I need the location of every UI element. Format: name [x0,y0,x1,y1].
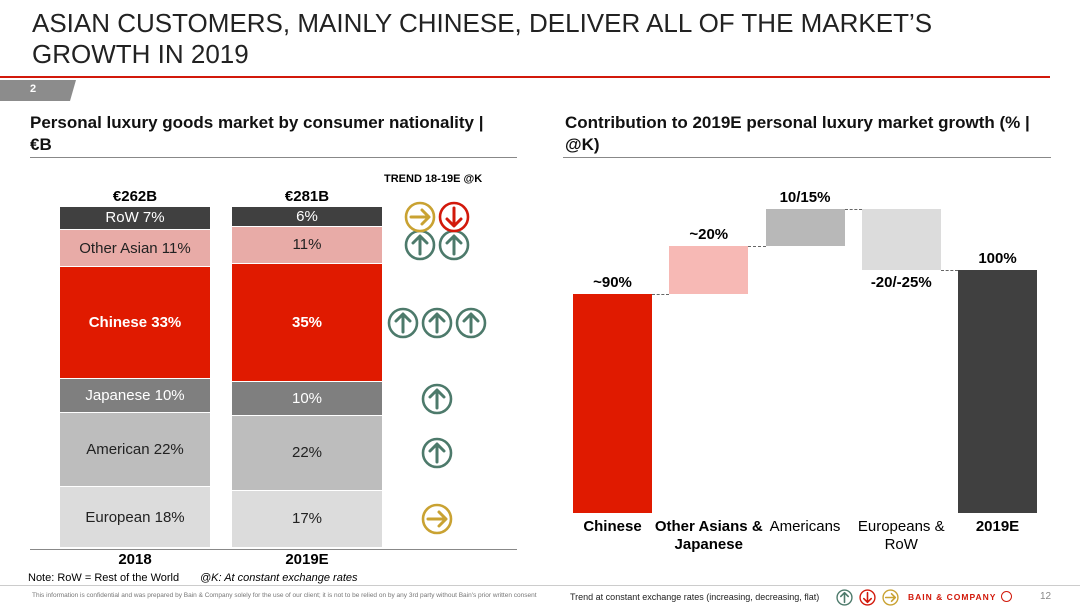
brand: BAIN & COMPANY [908,592,997,602]
trend-icon [404,201,436,233]
bar [573,294,652,513]
bar-segment: 17% [232,490,382,548]
segment-label: 22% [291,444,323,462]
bar-segment: Chinese 33% [60,267,210,379]
trend-icon [421,437,453,469]
x-tick-label: Other Asians & Japanese [654,518,763,553]
bar-segment: European 18% [60,487,210,548]
x-tick-label: Chinese [583,518,642,535]
trend-icon [421,307,453,339]
brand-mark [1001,591,1012,602]
bar [765,209,845,246]
footer-rule [0,585,1080,586]
trend-icon [858,588,876,606]
trend-icon [835,588,853,606]
segment-label: RoW 7% [105,209,165,227]
x-tick-label: 2019E [975,518,1020,535]
segment-label: Chinese 33% [88,314,182,332]
bar [861,209,941,270]
trend-icon [387,307,419,339]
right-panel-title: Contribution to 2019E personal luxury ma… [565,113,1030,154]
bar-segment: RoW 7% [60,206,210,231]
total-label: €281B [284,188,330,205]
x-tick-label: 2019E [285,551,329,568]
baseline [30,549,517,550]
segment-label: 17% [291,510,323,528]
bar-segment: 11% [232,226,382,265]
total-label: €262B [112,188,158,205]
page-tag-shape [0,80,76,101]
value-label: ~90% [593,274,632,292]
trend-icon [421,383,453,415]
trend-icon [421,503,453,535]
connector [748,245,766,247]
bar-segment: Japanese 10% [60,379,210,413]
value-label: 100% [978,250,1017,267]
connector [844,209,862,211]
trend-title: TREND 18-19E @K [384,173,483,185]
page-number: 12 [1040,591,1052,602]
legend-text: Trend at constant exchange rates (increa… [570,592,820,602]
segment-label: 10% [291,390,323,408]
bar-segment: 35% [232,264,382,383]
connector [652,294,670,296]
value-label: ~20% [689,225,729,243]
trend-icon [455,307,487,339]
bar-segment: 22% [232,416,382,491]
bar-segment: Other Asian 11% [60,230,210,268]
x-tick-label: Europeans & RoW [857,518,945,553]
segment-label: Japanese 10% [85,386,185,404]
note: Note: RoW = Rest of the World [28,572,180,584]
page-tag: 2 [30,83,37,95]
trend-icon [404,229,436,261]
segment-label: 6% [296,207,318,225]
bar-segment: American 22% [60,412,210,488]
slide-title: ASIAN CUSTOMERS, MAINLY CHINESE, DELIVER… [32,8,933,69]
left-panel-title: Personal luxury goods market by consumer… [30,113,484,154]
trend-icon [881,588,899,606]
trend-icon [438,201,470,233]
value-label: 10/15% [779,189,831,207]
bar-segment: 10% [232,382,382,417]
title-rule [0,76,1050,78]
panel-rule [30,157,517,158]
x-tick-label: 2018 [118,551,152,568]
panel-rule [563,157,1051,158]
value-label: -20/-25% [870,274,932,291]
segment-label: 35% [291,314,323,332]
segment-label: Other Asian 11% [79,239,191,257]
trend-icon [438,229,470,261]
note: @K: At constant exchange rates [200,572,358,584]
bar [669,245,749,295]
segment-label: 11% [292,236,322,254]
bar [958,270,1037,513]
connector [940,270,958,271]
segment-label: European 18% [85,508,185,526]
segment-label: American 22% [86,440,184,458]
x-tick-label: Americans [769,518,841,535]
bar-segment: 6% [232,206,382,227]
disclaimer: This information is confidential and was… [32,592,537,599]
